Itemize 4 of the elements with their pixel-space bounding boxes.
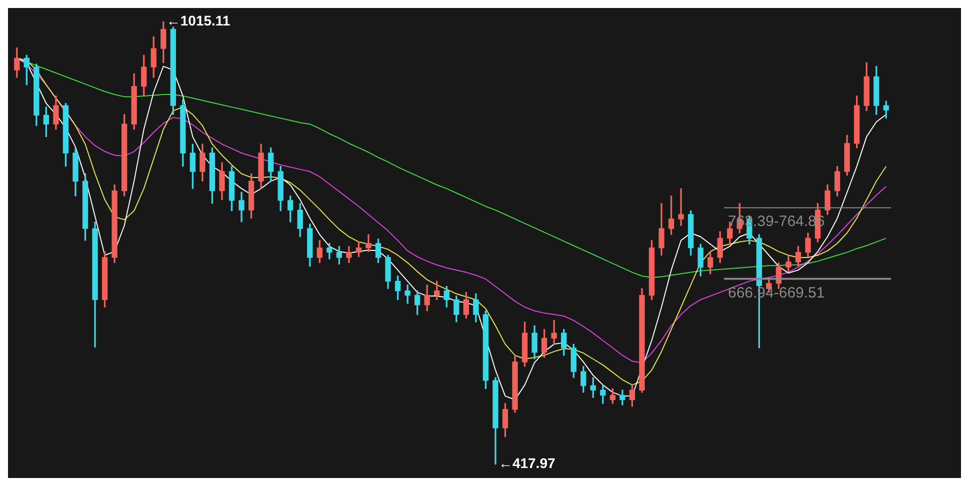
candlestick: [551, 320, 557, 344]
annotation: ←1015.11: [166, 12, 230, 29]
annotation: ←417.97: [498, 455, 556, 472]
candlestick: [678, 188, 684, 226]
